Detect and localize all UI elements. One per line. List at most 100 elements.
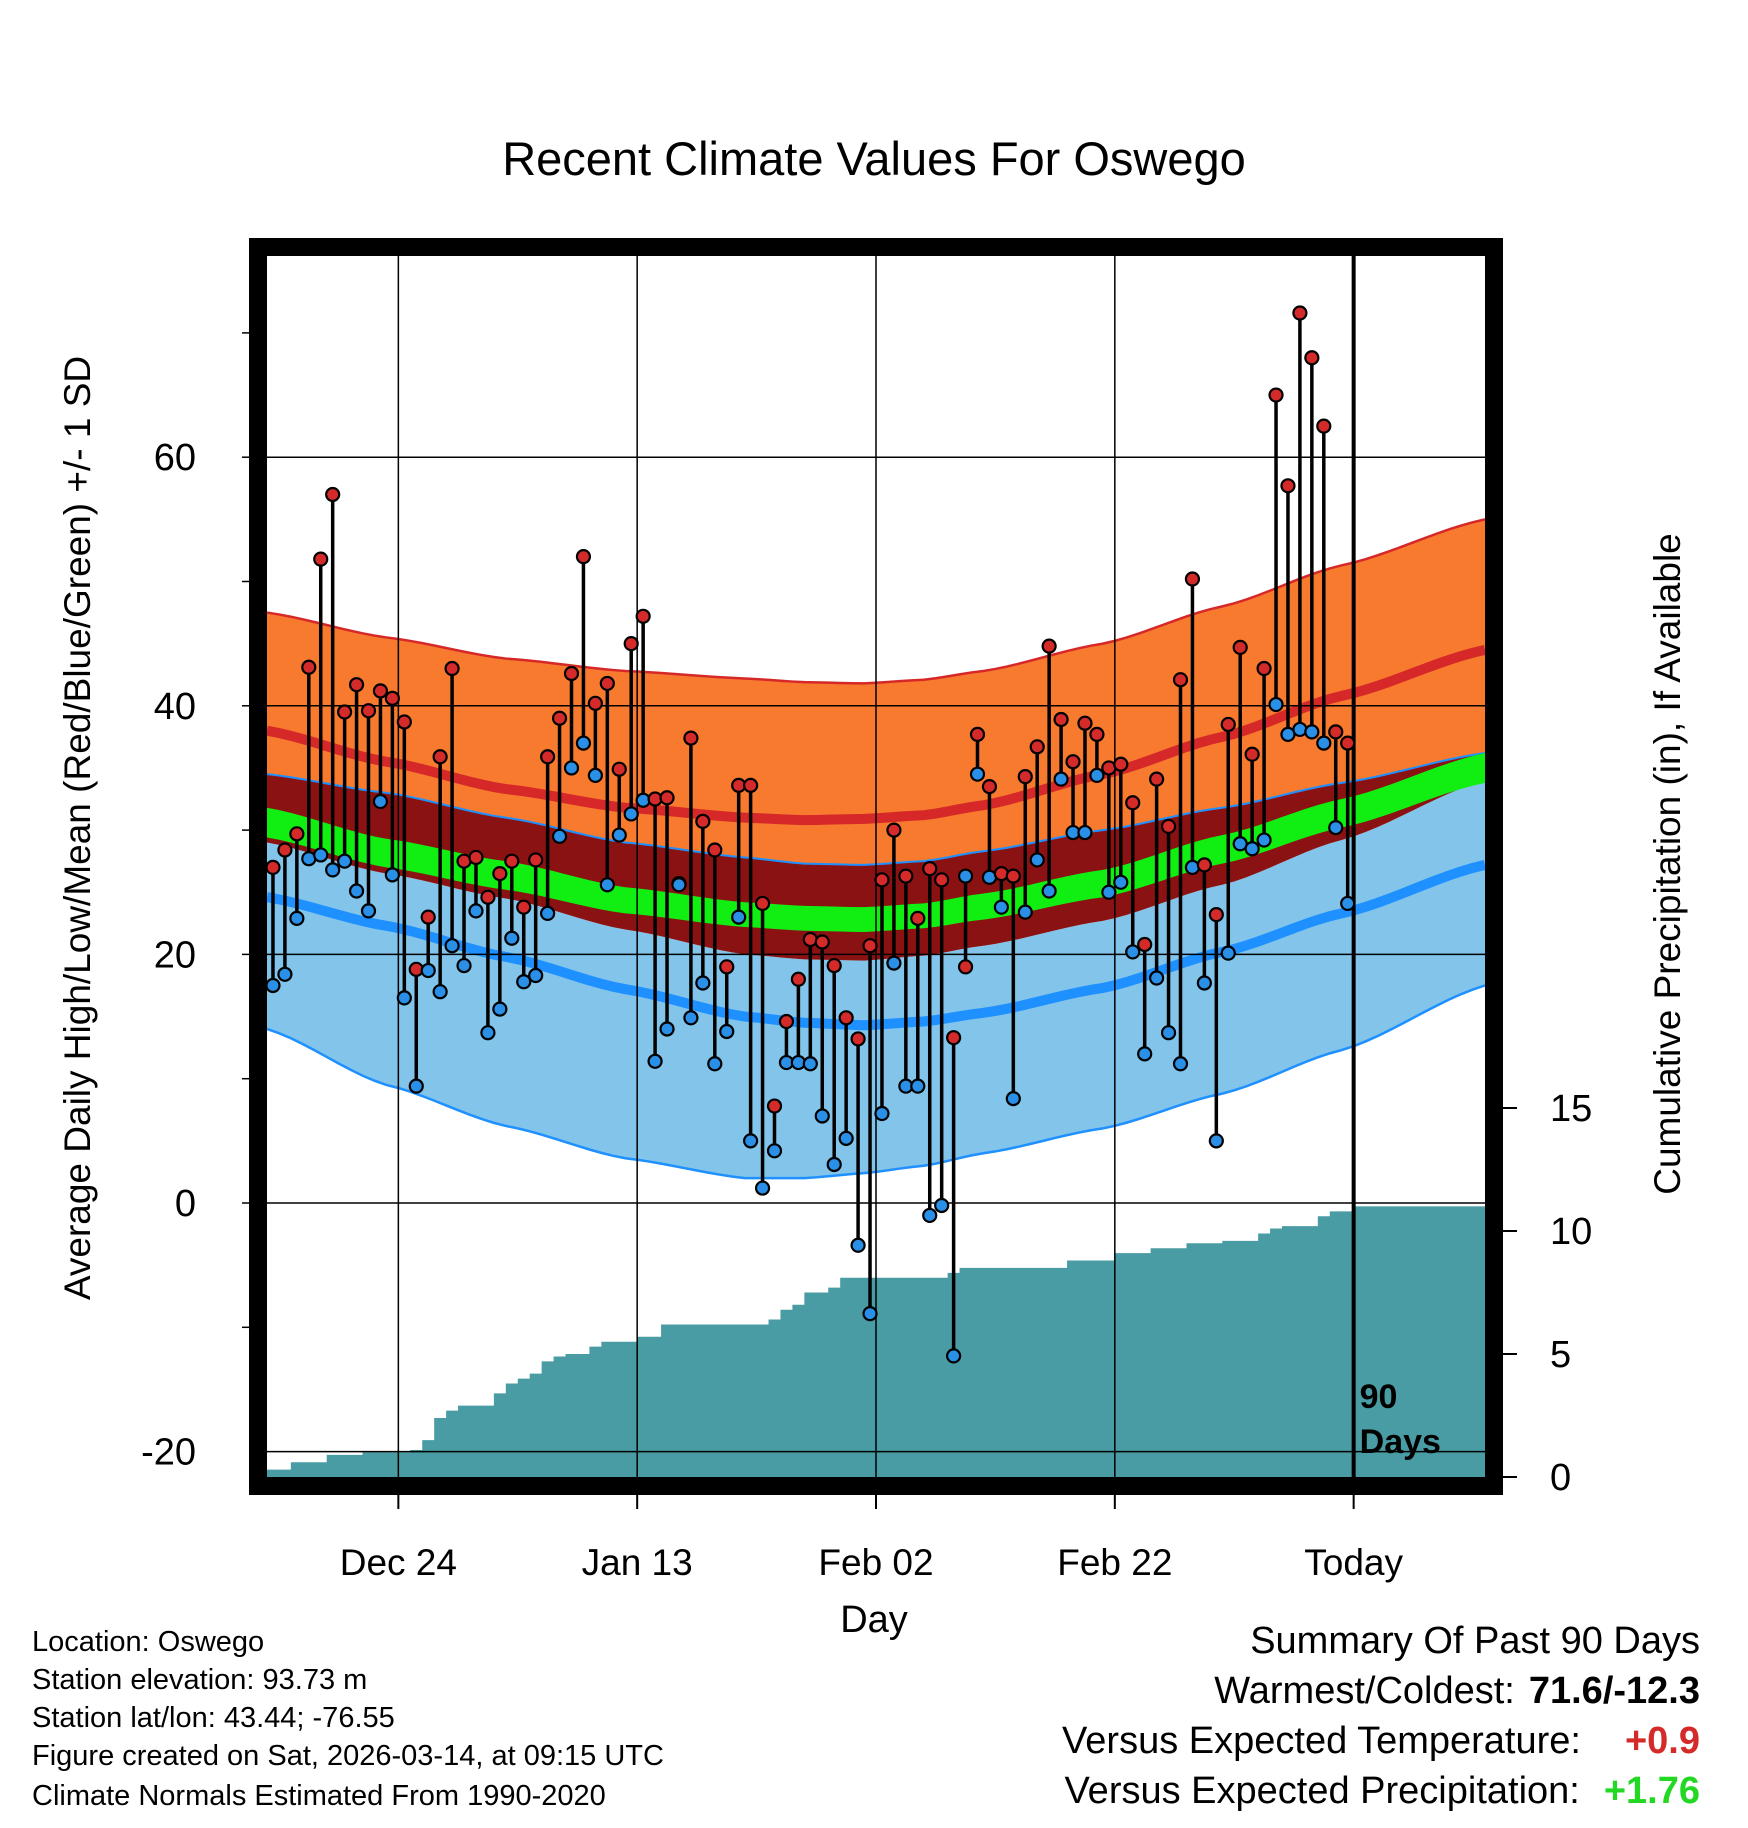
daily-low-point: [348, 883, 365, 899]
daily-temperature-bars: [265, 305, 1356, 1364]
daily-low-point: [743, 1133, 759, 1149]
daily-low-point: [1137, 1046, 1153, 1062]
daily-low-point: [372, 793, 389, 810]
daily-high-point: [1029, 739, 1045, 755]
daily-high-point: [325, 486, 341, 503]
daily-low-point: [504, 930, 520, 946]
daily-low-point: [468, 903, 484, 919]
daily-high-point: [981, 778, 998, 795]
daily-low-point: [802, 1056, 818, 1072]
daily-high-point: [1196, 857, 1212, 873]
precip-label: Versus Expected Precipitation:: [1064, 1770, 1580, 1812]
daily-low-point: [838, 1130, 854, 1146]
daily-high-point: [599, 675, 615, 692]
y-tick-label: 60: [154, 437, 196, 479]
y2-tick-label: 15: [1550, 1088, 1592, 1130]
daily-high-point: [802, 931, 818, 948]
daily-low-point: [695, 975, 711, 991]
daily-high-point: [1172, 672, 1189, 688]
daily-high-point: [946, 1030, 962, 1046]
daily-low-point: [1113, 874, 1129, 890]
daily-low-point: [1244, 841, 1260, 857]
daily-high-point: [277, 842, 293, 858]
chart-title: Recent Climate Values For Oswego: [502, 132, 1246, 185]
daily-low-point: [766, 1143, 783, 1159]
daily-low-point: [337, 853, 353, 869]
daily-low-point: [707, 1056, 723, 1072]
daily-high-point: [659, 790, 675, 806]
daily-high-point: [348, 677, 365, 693]
daily-high-point: [1304, 350, 1320, 366]
daily-low-point: [611, 827, 627, 843]
daily-low-point: [325, 862, 341, 878]
daily-low-point: [1125, 944, 1141, 960]
y-tick-label: 20: [154, 934, 196, 976]
daily-high-point: [993, 866, 1009, 882]
daily-high-point: [1280, 478, 1296, 494]
daily-low-point: [1328, 820, 1344, 836]
daily-low-point: [420, 962, 436, 979]
daily-high-point: [766, 1098, 783, 1114]
daily-low-point: [360, 903, 377, 919]
daily-low-point: [946, 1348, 962, 1364]
daily-high-point: [719, 959, 735, 975]
daily-high-point: [934, 872, 950, 888]
y-tick-label: -20: [141, 1432, 196, 1474]
y2-tick-label: 10: [1550, 1211, 1592, 1253]
daily-high-point: [1089, 726, 1105, 742]
today-label-days-word: Days: [1360, 1423, 1441, 1461]
daily-high-point: [432, 749, 448, 765]
daily-low-point: [922, 1207, 938, 1224]
daily-low-point: [814, 1108, 830, 1124]
daily-high-point: [337, 704, 353, 720]
daily-low-point: [731, 909, 747, 925]
daily-low-point: [969, 766, 986, 782]
daily-high-point: [1232, 639, 1248, 655]
daily-high-point: [468, 849, 484, 866]
warm-cold-label: Warmest/Coldest:: [1214, 1670, 1515, 1712]
axes: -20 0 20 40 60 0 5 10 15 Dec 24 Jan 13 Feb 02 Feb 22…: [141, 332, 1592, 1583]
daily-high-point: [1328, 724, 1344, 740]
temp-value: +0.9: [1624, 1720, 1700, 1762]
daily-high-point: [575, 549, 592, 565]
daily-high-point: [587, 695, 603, 711]
x-tick-label: Feb 22: [1057, 1542, 1172, 1583]
daily-high-point: [1184, 571, 1201, 587]
daily-high-point: [301, 659, 317, 675]
daily-high-point: [1149, 771, 1165, 787]
daily-low-point: [647, 1053, 663, 1069]
daily-high-point: [492, 866, 508, 882]
warm-cold-value: 71.6/-12.3: [1528, 1670, 1700, 1712]
y-tick-label: 40: [154, 686, 196, 728]
daily-high-point: [898, 868, 914, 884]
daily-low-point: [993, 899, 1009, 915]
daily-low-point: [456, 957, 472, 974]
daily-high-point: [1316, 418, 1332, 434]
daily-high-point: [790, 971, 806, 987]
plot-frame: [249, 238, 1503, 1495]
daily-low-point: [432, 984, 448, 1000]
daily-high-point: [1244, 746, 1260, 762]
daily-low-point: [384, 867, 400, 883]
daily-low-point: [289, 910, 305, 926]
daily-low-point: [754, 1180, 771, 1196]
daily-high-point: [540, 749, 556, 765]
daily-low-point: [396, 990, 412, 1006]
info-normals: Climate Normals Estimated From 1990-2020: [32, 1780, 606, 1812]
x-tick-label: Dec 24: [340, 1542, 457, 1583]
daily-high-point: [707, 842, 723, 858]
daily-low-point: [1005, 1090, 1021, 1107]
daily-high-point: [623, 636, 639, 652]
daily-low-point: [957, 868, 974, 884]
daily-low-point: [313, 847, 329, 863]
daily-low-point: [575, 735, 592, 751]
daily-low-point: [599, 877, 615, 893]
daily-low-point: [1149, 970, 1165, 986]
daily-high-point: [480, 889, 496, 905]
daily-low-point: [1196, 975, 1212, 991]
daily-low-point: [563, 760, 580, 776]
daily-high-point: [1005, 868, 1021, 884]
daily-low-point: [886, 955, 902, 971]
daily-low-point: [910, 1078, 926, 1094]
daily-low-point: [659, 1021, 675, 1037]
